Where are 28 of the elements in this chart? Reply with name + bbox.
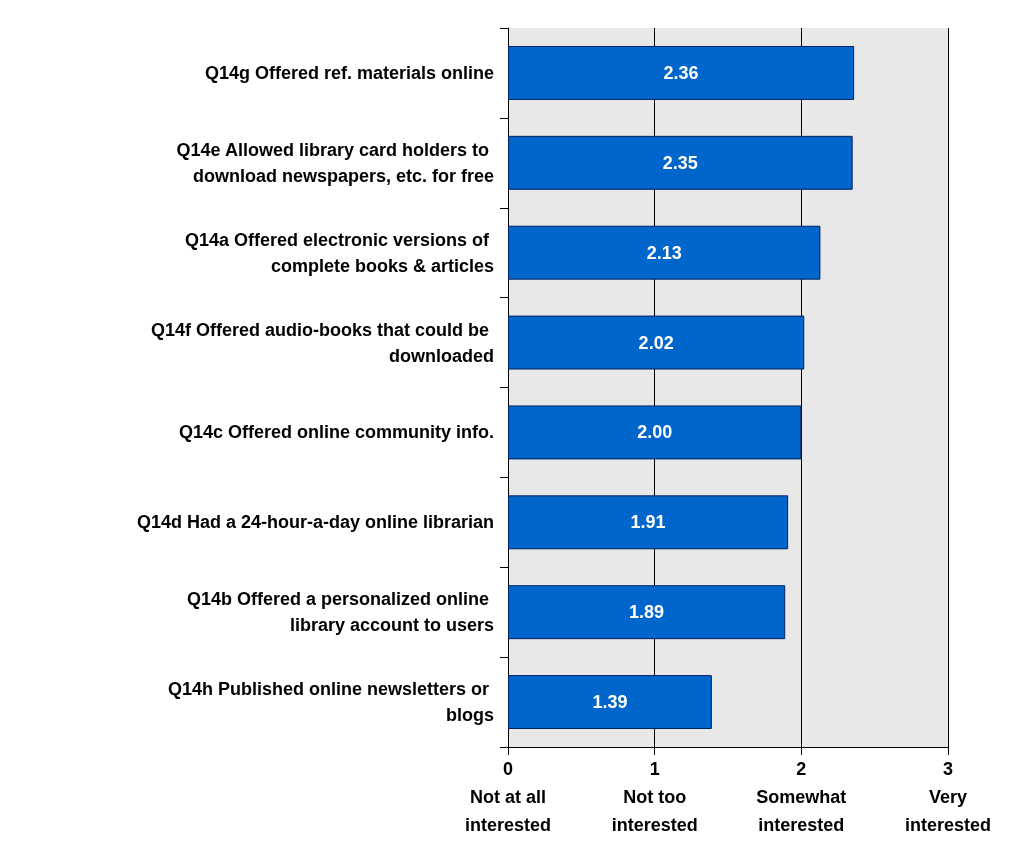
- data-label: 2.13: [646, 242, 682, 263]
- bar: [508, 135, 853, 190]
- y-tick-label: Q14d Had a 24-hour-a-day online librarian: [136, 512, 494, 533]
- x-tick-label: 0 Not at all interested: [464, 759, 552, 835]
- bar: [508, 405, 802, 460]
- bar: [508, 675, 712, 730]
- data-label: 1.39: [592, 692, 628, 713]
- data-label: 2.00: [637, 422, 673, 443]
- data-label: 1.89: [629, 602, 665, 623]
- bar: [508, 315, 805, 370]
- data-label: 2.36: [663, 62, 699, 83]
- data-label: 1.91: [630, 512, 666, 533]
- x-tick-label: 2 Somewhat interested: [756, 759, 847, 835]
- bar: [508, 585, 786, 640]
- y-tick-label: Q14f Offered audio-books that could be downloaded: [150, 319, 494, 366]
- x-tick-label: 3 Very interested: [904, 759, 992, 835]
- data-label: 2.35: [662, 152, 698, 173]
- bar: [508, 225, 821, 280]
- y-tick-label: Q14a Offered electronic versions of complete books & articles: [184, 229, 494, 276]
- y-tick-label: Q14g Offered ref. materials online: [204, 62, 494, 83]
- y-tick-label: Q14b Offered a personalized online library account to users: [186, 589, 494, 636]
- bar: [508, 45, 855, 100]
- bar: [508, 495, 789, 550]
- x-tick-label: 1 Not too interested: [611, 759, 698, 835]
- data-label: 2.02: [638, 332, 674, 353]
- y-tick-label: Q14c Offered online community info.: [178, 422, 494, 443]
- y-tick-label: Q14h Published online newsletters or blogs: [167, 679, 494, 726]
- y-tick-label: Q14e Allowed library card holders to download newspapers, etc. for free: [176, 139, 494, 186]
